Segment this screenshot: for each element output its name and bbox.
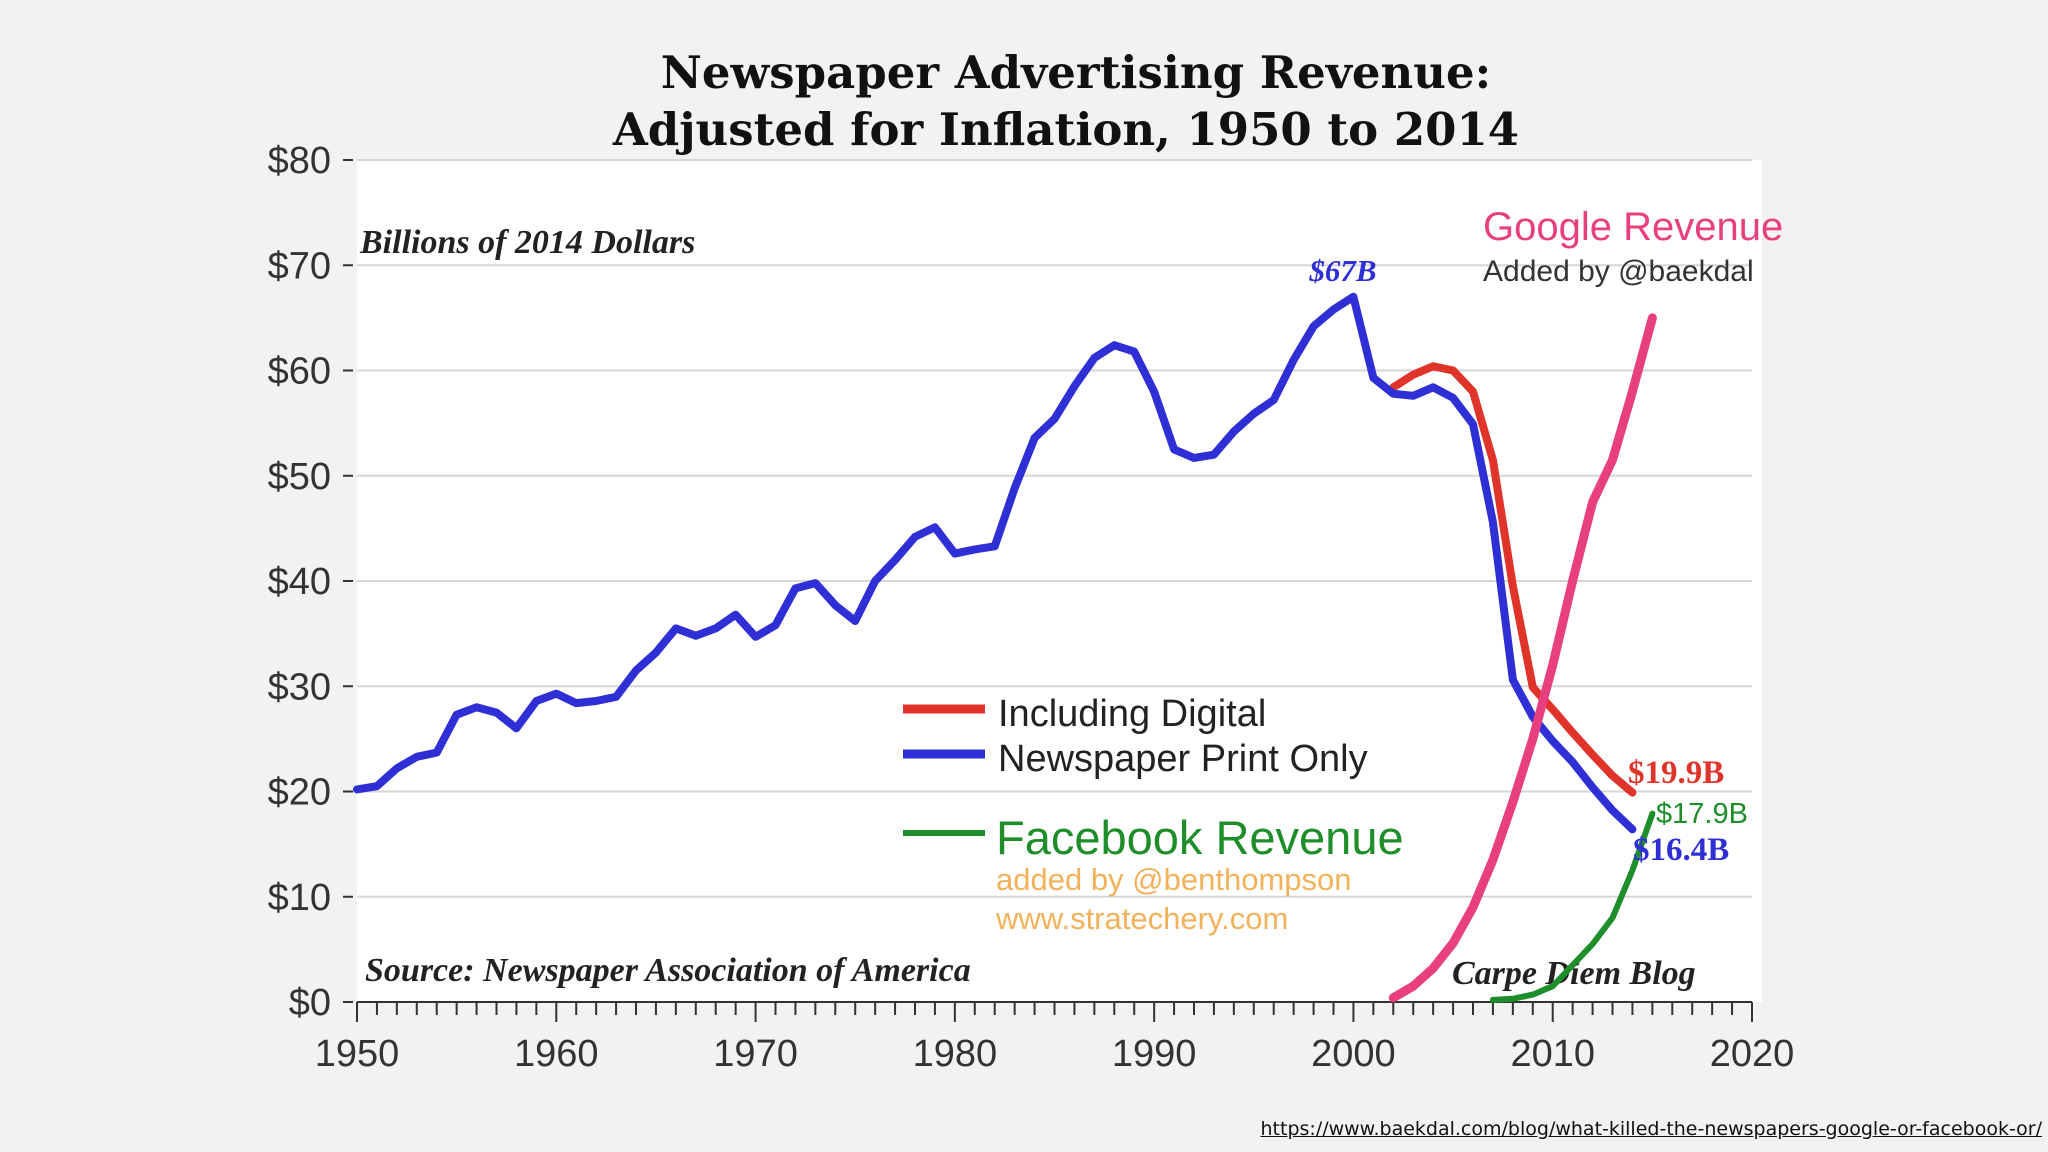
x-tick-label: 2000 — [1311, 1033, 1396, 1075]
x-tick-label: 1950 — [315, 1033, 400, 1075]
facebook-annotation: Facebook Revenue added by @benthompson w… — [903, 811, 1404, 936]
print-end-annotation: $16.4B — [1633, 832, 1729, 868]
x-tick-label: 1970 — [713, 1033, 798, 1075]
chart-subtitle: Billions of 2014 Dollars — [359, 224, 695, 261]
facebook-note-site: www.stratechery.com — [995, 901, 1288, 936]
digital-end-annotation: $19.9B — [1628, 755, 1724, 791]
x-tick-label: 2020 — [1710, 1033, 1795, 1075]
y-tick-label: $50 — [268, 456, 331, 498]
google-label: Google Revenue — [1483, 205, 1783, 249]
y-tick-label: $80 — [268, 140, 331, 182]
y-tick-label: $70 — [268, 245, 331, 287]
google-annotation: Google Revenue Added by @baekdal — [1483, 205, 1783, 288]
series-line-including-digital — [1389, 362, 1637, 797]
y-tick-label: $10 — [268, 877, 331, 919]
gridlines — [357, 159, 1752, 898]
y-tick-label: $30 — [268, 666, 331, 708]
peak-annotation: $67B — [1308, 253, 1376, 288]
axes: $0 $10 $20 $30 $40 $50 $60 $70 $80 1950 1960 1970 19… — [268, 140, 1795, 1075]
legend-label-digital: Including Digital — [998, 693, 1266, 735]
series-lines — [353, 292, 1657, 1003]
chart-title-line1: Newspaper Advertising Revenue: — [661, 46, 1491, 99]
facebook-note-author: added by @benthompson — [996, 862, 1352, 897]
facebook-end-annotation: $17.9B — [1656, 798, 1748, 830]
x-tick-label: 1990 — [1112, 1033, 1197, 1075]
facebook-label: Facebook Revenue — [996, 811, 1404, 864]
chart-title-line2: Adjusted for Inflation, 1950 to 2014 — [612, 103, 1519, 156]
source-url-link[interactable]: https://www.baekdal.com/blog/what-killed… — [1260, 1118, 2043, 1140]
y-tick-label: $0 — [289, 982, 331, 1024]
series-line-google-revenue — [1388, 313, 1657, 1003]
y-tick-label: $40 — [268, 561, 331, 603]
series-line-newspaper-print-only — [353, 292, 1637, 834]
y-tick-label: $60 — [268, 351, 331, 393]
series-line-facebook-revenue — [1489, 810, 1656, 1003]
x-tick-label: 2010 — [1510, 1033, 1595, 1075]
legend: Including Digital Newspaper Print Only — [903, 693, 1368, 780]
x-tick-label: 1980 — [913, 1033, 998, 1075]
google-note: Added by @baekdal — [1483, 255, 1754, 288]
source-note: Source: Newspaper Association of America — [365, 952, 971, 989]
y-tick-label: $20 — [268, 772, 331, 814]
legend-label-print: Newspaper Print Only — [998, 738, 1368, 780]
x-tick-label: 1960 — [514, 1033, 599, 1075]
